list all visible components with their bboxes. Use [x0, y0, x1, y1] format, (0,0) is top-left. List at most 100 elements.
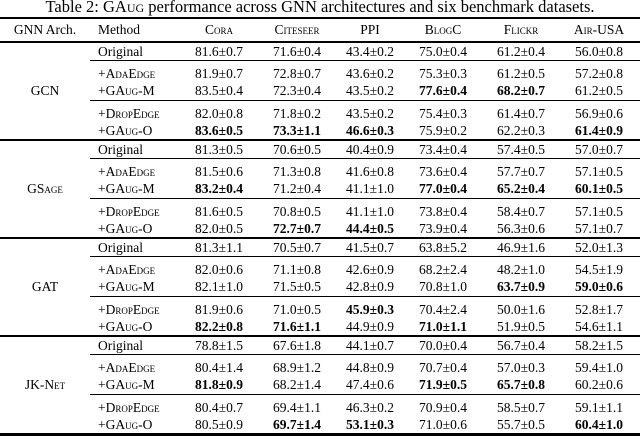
method-cell: Original — [90, 335, 182, 355]
value-cell: 42.6±0.9 — [338, 256, 402, 279]
value-cell: 65.2±0.4 — [497, 181, 545, 196]
method-cell: +DropEdge — [90, 197, 182, 220]
column-header-method: Method — [90, 17, 182, 43]
method-cell: Original — [90, 237, 182, 257]
value-cell: 81.3±0.5 — [182, 139, 256, 159]
value-cell: 78.8±1.5 — [182, 335, 256, 355]
value-cell: 71.0±0.5 — [256, 295, 338, 318]
value-cell: 59.1±1.1 — [558, 393, 640, 416]
value-cell: 46.9±1.6 — [484, 237, 558, 257]
value-cell: 56.3±0.6 — [497, 220, 545, 236]
arch-cell: GCN — [0, 41, 90, 140]
value-cell: 77.6±0.4 — [419, 83, 467, 98]
value-cell: 81.9±0.6 — [182, 295, 256, 318]
value-cell: 53.1±0.3 — [346, 416, 394, 432]
value-cell: 71.6±1.1 — [273, 318, 321, 334]
value-cell: 41.1±1.0 — [338, 197, 402, 220]
column-header-dataset: BlogC — [402, 17, 484, 43]
table-row: +AdaEdge 82.0±0.6 71.1±0.8 42.6±0.9 68.2±2.4… — [0, 256, 640, 279]
value-cell: 59.4±1.0 — [558, 354, 640, 377]
value-cell: 54.6±1.1 — [575, 318, 623, 334]
table-row: +AdaEdge 80.4±1.4 68.9±1.2 44.8±0.9 70.7±0.4… — [0, 354, 640, 377]
value-cell: 52.8±1.7 — [558, 295, 640, 318]
value-cell: 57.0±0.3 — [484, 354, 558, 377]
value-cell: 54.5±1.9 — [558, 256, 640, 279]
value-cell: 68.2±0.7 — [497, 83, 545, 98]
value-cell: 81.6±0.5 — [182, 197, 256, 220]
value-cell: 75.0±0.4 — [402, 41, 484, 61]
value-cell: 44.1±0.7 — [338, 335, 402, 355]
value-cell: 44.8±0.9 — [338, 354, 402, 377]
value-cell: 81.6±0.7 — [182, 41, 256, 61]
value-cell: 81.8±0.9 — [195, 377, 243, 392]
value-cell: 73.9±0.4 — [419, 220, 467, 236]
value-cell: 57.2±0.8 — [558, 60, 640, 83]
value-cell: 51.9±0.5 — [497, 318, 545, 334]
value-cell: 60.1±0.5 — [575, 181, 623, 196]
value-cell: 70.9±0.4 — [402, 393, 484, 416]
table-row: GSage Original 81.3±0.5 70.6±0.5 40.4±0.9 73.… — [0, 139, 640, 238]
value-cell: 40.4±0.9 — [338, 139, 402, 159]
table-row: JK-Net Original 78.8±1.5 67.6±1.8 44.1±0.7 70… — [0, 335, 640, 435]
value-cell: 46.3±0.2 — [338, 393, 402, 416]
value-cell: 75.4±0.3 — [402, 99, 484, 122]
value-cell: 50.0±1.6 — [484, 295, 558, 318]
value-cell: 57.0±0.7 — [558, 139, 640, 159]
value-cell: 55.7±0.5 — [497, 416, 545, 432]
value-cell: 70.4±2.4 — [402, 295, 484, 318]
value-cell: 71.5±0.5 — [273, 279, 321, 294]
method-cell: +DropEdge — [90, 99, 182, 122]
value-cell: 75.9±0.2 — [419, 122, 467, 138]
value-cell: 43.5±0.2 — [338, 99, 402, 122]
method-cell: +GAug-O — [98, 318, 153, 334]
value-cell: 59.0±0.6 — [575, 279, 623, 294]
method-cell: +AdaEdge — [90, 256, 182, 279]
value-cell: 71.8±0.2 — [256, 99, 338, 122]
value-cell: 82.1±1.0 — [195, 279, 243, 294]
column-header-arch: GNN Arch. — [0, 17, 90, 43]
value-cell: 57.4±0.5 — [484, 139, 558, 159]
caption-prefix: Table 2: — [45, 0, 103, 16]
value-cell: 63.8±5.2 — [402, 237, 484, 257]
caption-brand-gaug: GAug — [102, 0, 145, 16]
value-cell: 82.2±0.8 — [195, 318, 243, 334]
table-row: +DropEdge 81.9±0.6 71.0±0.5 45.9±0.3 70.4±2.… — [0, 295, 640, 318]
column-header-dataset: Citeseer — [256, 17, 338, 43]
value-cell: 43.4±0.2 — [338, 41, 402, 61]
method-cell: +GAug-M — [98, 181, 155, 196]
value-cell: 72.3±0.4 — [273, 83, 321, 98]
value-cell: 69.4±1.1 — [256, 393, 338, 416]
value-cell: 71.2±0.4 — [273, 181, 321, 196]
value-cell: 71.6±0.4 — [256, 41, 338, 61]
value-cell: 72.7±0.7 — [273, 220, 321, 236]
column-header-dataset: Flickr — [484, 17, 558, 43]
header-row: GNN Arch. Method Cora Citeseer PPI BlogC Flick… — [0, 17, 640, 43]
table-row: +GAug-O 80.5±0.9 69.7±1.4 53.1±0.3 71.0±0.6 5… — [0, 416, 640, 435]
value-cell: 81.3±1.1 — [182, 237, 256, 257]
value-cell: 68.2±2.4 — [402, 256, 484, 279]
value-cell: 42.8±0.9 — [346, 279, 394, 294]
table-row: GAT Original 81.3±1.1 70.5±0.7 41.5±0.7 63.8±… — [0, 237, 640, 336]
table-row: GCN Original 81.6±0.7 71.6±0.4 43.4±0.2 75.0±… — [0, 41, 640, 140]
table-row: +GAug-O 82.2±0.8 71.6±1.1 44.9±0.9 71.0±1.1 5… — [0, 318, 640, 336]
method-cell: Original — [90, 139, 182, 159]
value-cell: 81.5±0.6 — [182, 158, 256, 181]
value-cell: 82.0±0.8 — [182, 99, 256, 122]
value-cell: 80.4±1.4 — [182, 354, 256, 377]
value-cell: 57.1±0.5 — [558, 197, 640, 220]
value-cell: 57.1±0.5 — [558, 158, 640, 181]
table-row: +GAug-O 82.0±0.5 72.7±0.7 44.4±0.5 73.9±0.4 5… — [0, 220, 640, 238]
column-header-dataset: Cora — [182, 17, 256, 43]
value-cell: 62.2±0.3 — [497, 122, 545, 138]
value-cell: 68.2±1.4 — [273, 377, 321, 392]
value-cell: 70.7±0.4 — [402, 354, 484, 377]
method-cell: +GAug-O — [98, 416, 153, 432]
value-cell: 56.9±0.6 — [558, 99, 640, 122]
method-cell: +AdaEdge — [90, 354, 182, 377]
table-caption: Table 2: GAug performance across GNN arc… — [0, 0, 640, 16]
table-row: +DropEdge 82.0±0.8 71.8±0.2 43.5±0.2 75.4±0.… — [0, 99, 640, 122]
results-table: GNN Arch. Method Cora Citeseer PPI BlogC Flick… — [0, 17, 640, 436]
value-cell: 68.9±1.2 — [256, 354, 338, 377]
value-cell: 43.6±0.2 — [338, 60, 402, 83]
value-cell: 46.6±0.3 — [346, 122, 394, 138]
